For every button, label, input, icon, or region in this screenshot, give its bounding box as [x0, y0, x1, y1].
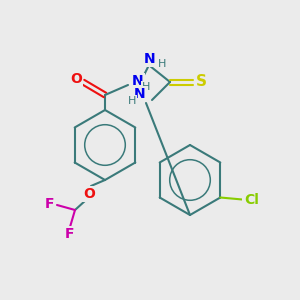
Text: O: O: [83, 187, 95, 201]
Text: H: H: [142, 82, 150, 92]
Text: N: N: [144, 52, 156, 66]
Text: H: H: [128, 96, 136, 106]
Text: O: O: [70, 72, 82, 86]
Text: N: N: [134, 87, 146, 101]
Text: F: F: [45, 197, 55, 211]
Text: S: S: [196, 74, 206, 89]
Text: Cl: Cl: [244, 193, 259, 206]
Text: F: F: [64, 227, 74, 241]
Text: H: H: [158, 59, 166, 69]
Text: N: N: [132, 74, 144, 88]
